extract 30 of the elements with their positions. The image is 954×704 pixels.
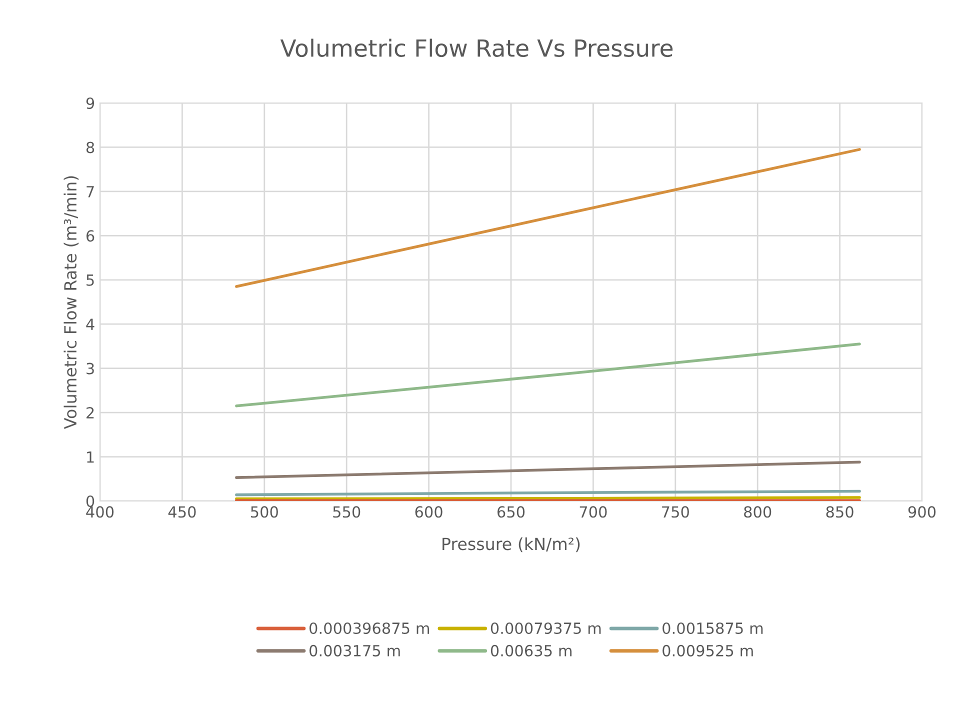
legend-label: 0.00079375 m: [490, 622, 601, 634]
y-tick-label: 4: [86, 318, 94, 330]
y-tick-label: 0: [86, 495, 94, 508]
x-tick-label: 550: [333, 506, 360, 518]
legend-label: 0.009525 m: [662, 644, 753, 656]
y-tick-label: 5: [86, 274, 94, 286]
y-tick-label: 3: [86, 362, 94, 374]
y-axis-title: Volumetric Flow Rate (m³/min): [64, 176, 79, 430]
x-tick-label: 800: [744, 506, 772, 518]
x-tick-label: 450: [168, 506, 196, 518]
y-tick-label: 9: [86, 97, 94, 110]
y-tick-label: 2: [86, 407, 94, 418]
legend-label: 0.0015875 m: [662, 622, 763, 634]
x-tick-label: 850: [826, 506, 854, 518]
legend-label: 0.003175 m: [310, 644, 400, 656]
legend-label: 0.00635 m: [490, 644, 572, 656]
x-tick-label: 500: [251, 506, 278, 518]
x-axis-title: Pressure (kN/m²): [442, 537, 580, 552]
x-tick-label: 600: [415, 506, 442, 518]
x-tick-label: 900: [908, 506, 936, 518]
chart-title: Volumetric Flow Rate Vs Pressure: [280, 38, 673, 57]
legend-label: 0.000396875 m: [310, 622, 430, 634]
y-tick-label: 1: [87, 451, 94, 463]
y-tick-label: 6: [86, 230, 94, 242]
y-tick-label: 8: [86, 142, 94, 154]
x-tick-label: 700: [580, 506, 607, 518]
y-tick-label: 7: [86, 186, 94, 198]
x-tick-label: 750: [662, 506, 689, 518]
x-tick-label: 650: [497, 506, 525, 518]
x-tick-label: 400: [86, 506, 114, 518]
